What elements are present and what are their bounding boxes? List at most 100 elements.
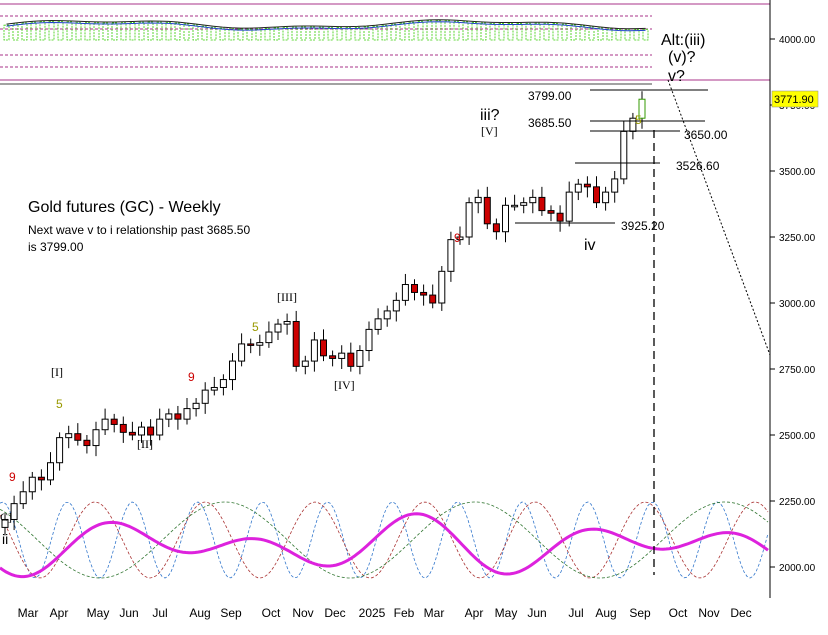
indicator-bar xyxy=(642,28,649,41)
candle-down xyxy=(492,218,500,240)
wave-label-iii: iii? xyxy=(480,107,500,124)
candle-up xyxy=(92,421,100,457)
candle-up xyxy=(210,376,218,396)
candle-down xyxy=(593,176,600,208)
projection-line xyxy=(667,79,771,356)
indicator-bar xyxy=(525,22,532,41)
candle-up xyxy=(201,382,209,414)
indicator-bar xyxy=(48,21,55,41)
candle-down xyxy=(128,421,136,441)
count-label: 5 xyxy=(635,113,642,127)
x-tick-label: 2025 xyxy=(359,606,386,620)
indicator-bar xyxy=(66,21,73,41)
candle-up xyxy=(602,186,610,211)
candle-up xyxy=(165,408,173,428)
x-tick-label: Dec xyxy=(324,606,345,620)
candle-down xyxy=(556,205,564,232)
level-3685-label: 3685.50 xyxy=(528,116,572,130)
indicator-bar xyxy=(426,20,433,41)
x-axis: Mar Apr May Jun Jul Aug Sep Oct Nov Dec 2025 Feb Mar… xyxy=(18,606,752,620)
indicator-bar xyxy=(282,27,289,41)
candle-up xyxy=(192,398,200,417)
candle-down xyxy=(247,338,255,354)
indicator-bar xyxy=(129,22,136,41)
y-tick-label: 2250.00 xyxy=(779,497,816,508)
wave-label-c: C] xyxy=(0,510,12,524)
indicator-bar xyxy=(75,21,82,41)
y-tick-label: 3000.00 xyxy=(779,299,816,310)
x-tick-label: Oct xyxy=(262,606,281,620)
candle-up xyxy=(638,91,646,129)
candle-up xyxy=(183,398,191,425)
x-tick-label: Dec xyxy=(730,606,751,620)
candle-up xyxy=(374,308,382,335)
candle-up xyxy=(229,353,236,391)
candle-down xyxy=(119,416,127,443)
indicator-panel xyxy=(0,3,770,85)
candle-down xyxy=(429,284,437,309)
indicator-bar xyxy=(561,23,568,41)
wave-label-III: [III] xyxy=(277,290,297,304)
y-tick-label: 2000.00 xyxy=(779,563,816,574)
indicator-bar xyxy=(435,20,442,41)
candle-down xyxy=(538,186,546,216)
cycle-short xyxy=(0,501,769,579)
level-3650-label: 3650.00 xyxy=(684,128,728,142)
candle-up xyxy=(219,374,227,396)
x-tick-label: Oct xyxy=(669,606,688,620)
indicator-bar xyxy=(372,25,379,41)
y-tick-label: 2750.00 xyxy=(779,365,816,376)
indicator-bar xyxy=(102,22,109,41)
indicator-bar xyxy=(3,24,10,41)
candle-up xyxy=(1,514,9,536)
candle-down xyxy=(420,284,428,306)
x-tick-label: Aug xyxy=(595,606,616,620)
level-3526-label: 3526.60 xyxy=(676,159,720,173)
candle-up xyxy=(138,421,145,443)
indicator-bar xyxy=(390,23,397,41)
indicator-bar xyxy=(444,20,451,41)
indicator-bar xyxy=(84,22,91,41)
candle-up xyxy=(465,197,473,245)
x-tick-label: Mar xyxy=(18,606,39,620)
candle-up xyxy=(65,425,73,449)
indicator-bar xyxy=(21,22,28,41)
indicator-bar xyxy=(615,29,622,41)
candle-up xyxy=(10,495,18,531)
x-tick-label: Aug xyxy=(189,606,210,620)
indicator-bar xyxy=(633,29,640,41)
wave-label-v: v? xyxy=(668,68,685,85)
indicator-bar xyxy=(273,27,280,41)
indicator-bar xyxy=(579,25,586,41)
candle-up xyxy=(256,334,264,356)
candle-down xyxy=(320,329,327,362)
indicator-bar xyxy=(570,24,577,41)
indicator-bar xyxy=(228,28,235,41)
y-tick-label: 3500.00 xyxy=(779,167,816,178)
x-tick-label: Mar xyxy=(424,606,445,620)
candle-up xyxy=(502,197,509,243)
indicator-bar xyxy=(201,25,208,41)
candlestick-series xyxy=(1,91,646,536)
candle-up xyxy=(101,408,109,435)
level-3925-label: 3925.20 xyxy=(621,219,665,233)
y-tick-label: 4000.00 xyxy=(779,35,816,46)
last-price-tag: 3771.90 xyxy=(771,90,819,108)
wave-label-I: [I] xyxy=(51,365,63,379)
indicator-bar xyxy=(480,22,487,41)
level-3799-label: 3799.00 xyxy=(528,89,572,103)
indicator-bar xyxy=(174,22,181,41)
candle-up xyxy=(283,313,291,335)
indicator-bar xyxy=(597,27,604,41)
cycle-long xyxy=(0,501,769,579)
indicator-bar xyxy=(489,22,496,41)
wave-label-iv: iv xyxy=(584,237,596,254)
candle-up xyxy=(565,181,573,227)
indicator-bar xyxy=(219,27,226,41)
x-tick-label: Jul xyxy=(568,606,583,620)
wave-label-v-alt: (v)? xyxy=(668,49,696,66)
chart-note-line2: is 3799.00 xyxy=(28,240,84,254)
count-labels: 9 5 9 5 9 5 xyxy=(9,113,642,484)
indicator-bar xyxy=(147,21,154,41)
candle-down xyxy=(37,469,45,491)
